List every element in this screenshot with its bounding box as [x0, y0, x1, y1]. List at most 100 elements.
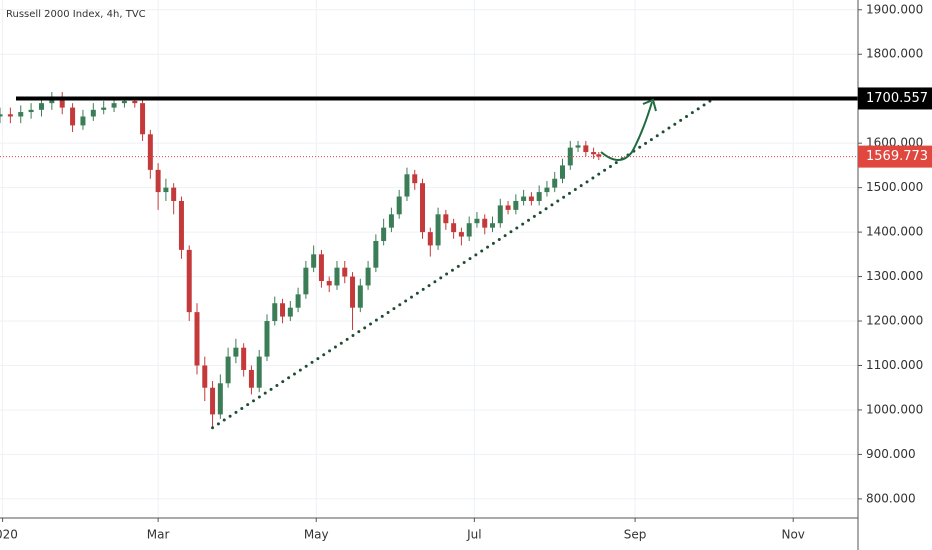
y-tick-label: 1000.000 [866, 402, 923, 416]
candle-body [381, 227, 387, 241]
candle-body [365, 267, 371, 286]
candle-body [528, 196, 534, 201]
candle-body [373, 240, 379, 268]
y-tick-label: 1300.000 [866, 269, 923, 283]
x-tick-label: Mar [147, 528, 170, 542]
candle-body [210, 387, 216, 415]
candle-body [140, 103, 146, 135]
y-tick-label: 1800.000 [866, 47, 923, 61]
y-tick-label: 1900.000 [866, 2, 923, 16]
candle-body [334, 267, 340, 286]
candle-body [357, 285, 363, 308]
candle-body [248, 369, 254, 388]
candle-body [163, 187, 169, 193]
candle-body [90, 109, 96, 117]
candle-body [474, 218, 480, 224]
candle-body [497, 205, 503, 224]
candle-body [7, 114, 13, 117]
resistance-box [858, 87, 932, 110]
candle-body [458, 232, 464, 237]
y-tick-label: 1100.000 [866, 358, 923, 372]
candle-body [388, 214, 394, 228]
candle-body [155, 169, 161, 193]
candle-body [303, 267, 309, 295]
candle-body [233, 347, 239, 357]
candle-body [280, 303, 286, 317]
candle-body [326, 281, 332, 286]
forecast-arrow [600, 101, 653, 161]
forecast-arrow-head [642, 98, 657, 112]
candle-body [552, 178, 558, 188]
y-tick-label: 1400.000 [866, 225, 923, 239]
candle-body [575, 145, 581, 148]
candle-body [420, 183, 426, 233]
candle-body [396, 196, 402, 215]
candle-body [505, 205, 511, 210]
candle-body [443, 214, 449, 224]
x-tick-label: Nov [781, 528, 804, 542]
y-tick-label: 800.000 [866, 491, 916, 505]
candle-body [38, 103, 44, 110]
x-tick-label: 2020 [0, 528, 18, 542]
candle-body [435, 214, 441, 246]
candle-body [194, 312, 200, 366]
candle-body [404, 174, 410, 197]
candle-body [295, 294, 301, 308]
candle-body [121, 100, 127, 104]
candle-body [536, 192, 542, 201]
candle-body [287, 307, 293, 317]
candle-body [264, 321, 270, 357]
y-tick-label: 900.000 [866, 447, 916, 461]
candle-body [521, 196, 527, 201]
x-tick-label: Jul [466, 528, 481, 542]
candle-body [591, 152, 597, 155]
last-price-box [858, 145, 932, 168]
candle-body [217, 383, 223, 415]
candle-body [147, 134, 153, 170]
candle-body [241, 347, 247, 370]
candle-body [490, 223, 496, 228]
candle-body [412, 174, 418, 184]
x-tick-label: May [304, 528, 329, 542]
candle-body [272, 303, 278, 322]
candle-body [544, 187, 550, 193]
candle-body [70, 107, 76, 126]
candle-body [28, 109, 34, 113]
candle-body [318, 254, 324, 282]
candle-body [427, 232, 433, 246]
candle-body [466, 223, 472, 237]
candle-body [342, 267, 348, 277]
candle-body [111, 103, 117, 108]
candle-body [559, 165, 565, 179]
candle-body [101, 107, 107, 110]
candle-body [186, 249, 192, 313]
candle-body [583, 145, 589, 153]
candle-body [225, 356, 231, 384]
candle-body [350, 276, 356, 308]
candle-body [596, 154, 602, 157]
candle-body [18, 112, 24, 117]
last-price-label: 1569.773 [866, 149, 928, 164]
grid [0, 0, 858, 518]
candle-body [80, 116, 86, 126]
candle-body [178, 200, 184, 250]
candle-body [59, 96, 65, 108]
candle-body [311, 254, 317, 268]
candle-body [132, 100, 138, 104]
y-tick-label: 1200.000 [866, 314, 923, 328]
candle-body [171, 187, 177, 201]
resistance-label: 1700.557 [866, 91, 928, 106]
y-tick-label: 1500.000 [866, 180, 923, 194]
trendline [211, 99, 712, 430]
x-tick-label: Sep [624, 528, 647, 542]
candle-body [451, 223, 457, 233]
candle-body [202, 365, 208, 388]
candle-body [482, 218, 488, 228]
candle-body [256, 356, 262, 388]
candle-body [513, 200, 519, 210]
candle-body [0, 114, 3, 117]
plot-area [0, 92, 858, 430]
